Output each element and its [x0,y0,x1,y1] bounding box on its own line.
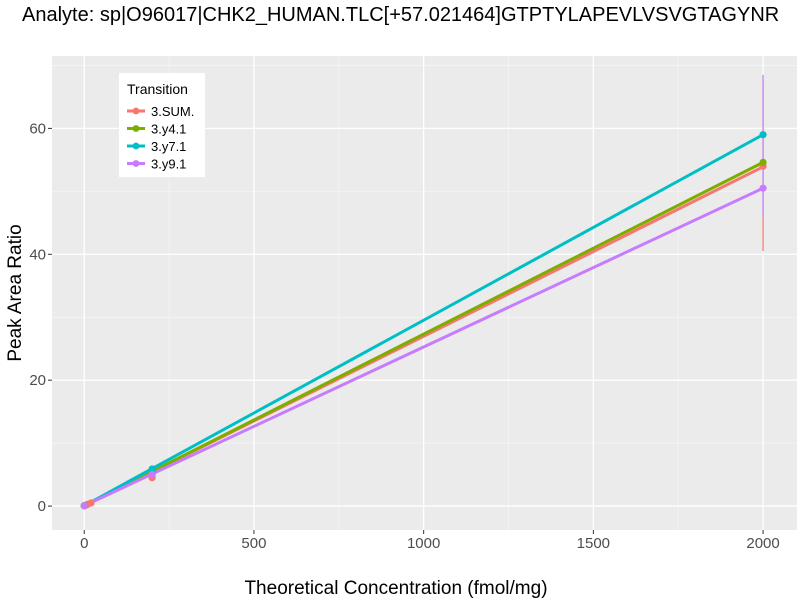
y-tick-label: 60 [29,120,46,137]
legend-label: 3.y9.1 [151,157,186,172]
data-point-3 [759,184,767,192]
fit-line-3 [82,186,765,508]
legend: Transition 3.SUM. 3.y4.1 3.y7.1 3.y9.1 [119,73,205,177]
x-axis: 0 500 1000 1500 2000 [80,530,780,552]
legend-title: Transition [127,81,188,97]
data-point-2 [148,465,156,473]
x-tick-label: 500 [241,535,266,552]
x-tick-label: 2000 [746,535,779,552]
data-point-3 [80,502,88,510]
y-axis: 0 20 40 60 [29,120,52,515]
x-axis-title: Theoretical Concentration (fmol/mg) [244,578,547,599]
legend-key-point [132,107,140,115]
data-point-2 [759,131,767,139]
legend-label: 3.y4.1 [151,122,186,137]
fit-line-2 [82,133,765,508]
chart-title: Analyte: sp|O96017|CHK2_HUMAN.TLC[+57.02… [22,4,779,26]
fit-line-1 [82,160,765,508]
legend-key-point [132,160,140,167]
legend-key-point [132,125,140,132]
legend-label: 3.SUM. [151,104,194,119]
legend-key-point [132,142,140,150]
y-axis-title: Peak Area Ratio [5,224,26,361]
y-tick-label: 0 [38,498,46,515]
y-tick-label: 40 [29,246,46,263]
grid-major [52,56,797,530]
x-tick-label: 1000 [407,535,440,552]
data-point-3 [148,471,156,479]
data-points [80,131,767,510]
legend-label: 3.y7.1 [151,139,186,154]
x-tick-label: 0 [80,535,88,552]
x-tick-label: 1500 [577,535,610,552]
legend-box [119,73,205,177]
y-tick-label: 20 [29,372,46,389]
legend-items: 3.SUM. 3.y4.1 3.y7.1 3.y9.1 [127,104,194,172]
data-point-1 [759,158,767,166]
plot-area [80,74,767,510]
fit-lines [82,133,765,508]
data-point-0 [87,499,95,507]
